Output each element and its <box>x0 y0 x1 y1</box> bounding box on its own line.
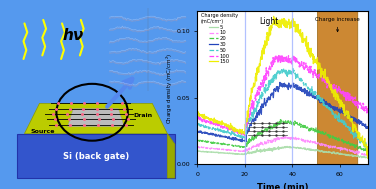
Polygon shape <box>167 134 175 178</box>
FancyBboxPatch shape <box>317 0 358 189</box>
Polygon shape <box>17 134 175 178</box>
X-axis label: Time (min): Time (min) <box>257 183 309 189</box>
Polygon shape <box>24 103 167 134</box>
Text: hν: hν <box>63 28 84 43</box>
Text: Light: Light <box>259 17 278 26</box>
Text: Si (back gate): Si (back gate) <box>63 152 129 161</box>
Y-axis label: Charge density (mC/cm$^2$): Charge density (mC/cm$^2$) <box>164 52 175 124</box>
Text: Source: Source <box>31 129 56 134</box>
Legend: 5, 10, 20, 30, 50, 100, 150: 5, 10, 20, 30, 50, 100, 150 <box>200 12 238 65</box>
Polygon shape <box>68 109 124 126</box>
Text: Drain: Drain <box>133 113 152 118</box>
Text: Charge increase: Charge increase <box>315 17 360 32</box>
